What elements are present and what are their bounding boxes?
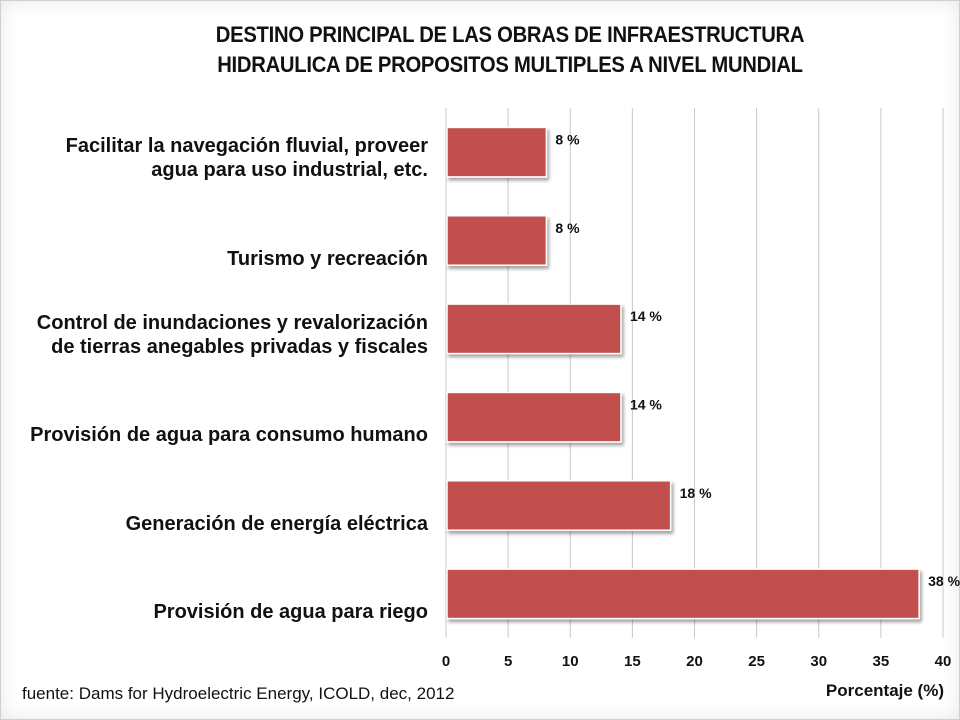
x-tick-label: 10: [562, 653, 579, 670]
x-tick-label: 20: [686, 653, 703, 670]
data-label: 8 %: [555, 220, 580, 236]
x-tick-label: 15: [624, 653, 641, 670]
bar: [446, 568, 920, 620]
chart-title-line-1: DESTINO PRINCIPAL DE LAS OBRAS DE INFRAE…: [215, 22, 805, 47]
category-label: Provisión de agua para riego: [0, 600, 428, 624]
chart-title-line-2: HIDRAULICA DE PROPOSITOS MULTIPLES A NIV…: [217, 52, 803, 77]
chart-title: DESTINO PRINCIPAL DE LAS OBRAS DE INFRAE…: [96, 20, 924, 80]
category-label: Facilitar la navegación fluvial, proveer…: [0, 134, 428, 182]
x-tick-label: 0: [442, 653, 450, 670]
category-label-line: Provisión de agua para consumo humano: [30, 424, 428, 447]
x-axis-title: Porcentaje (%): [826, 681, 944, 700]
bar: [446, 215, 548, 266]
data-label: 18 %: [680, 485, 712, 501]
bar: [446, 391, 622, 443]
category-label: Generación de energía eléctrica: [0, 512, 428, 536]
x-tick-label: 30: [810, 653, 827, 670]
x-tick-label: 25: [748, 653, 765, 670]
category-label-line: Control de inundaciones y revalorización: [36, 312, 428, 334]
category-label: Turismo y recreación: [0, 247, 428, 271]
x-tick-label: 5: [504, 653, 512, 670]
category-label-line: agua para uso industrial, etc.: [151, 159, 428, 182]
category-label-line: Generación de energía eléctrica: [125, 512, 428, 535]
bar: [446, 480, 672, 531]
category-label: Provisión de agua para consumo humano: [0, 423, 428, 447]
category-label: Control de inundaciones y revalorización…: [0, 311, 428, 359]
x-tick-label: 35: [873, 653, 890, 670]
category-label-line: Provisión de agua para riego: [153, 601, 428, 623]
category-label-line: Facilitar la navegación fluvial, proveer: [65, 135, 428, 158]
data-label: 38 %: [928, 573, 960, 589]
bar: [446, 126, 548, 178]
data-label: 14 %: [630, 396, 662, 412]
category-label-line: de tierras anegables privadas y fiscales: [51, 336, 428, 358]
bar: [446, 303, 622, 355]
x-tick-label: 40: [935, 653, 952, 670]
category-label-line: Turismo y recreación: [227, 247, 428, 270]
data-label: 8 %: [555, 131, 580, 147]
data-label: 14 %: [630, 308, 662, 324]
source-note: fuente: Dams for Hydroelectric Energy, I…: [22, 684, 455, 703]
